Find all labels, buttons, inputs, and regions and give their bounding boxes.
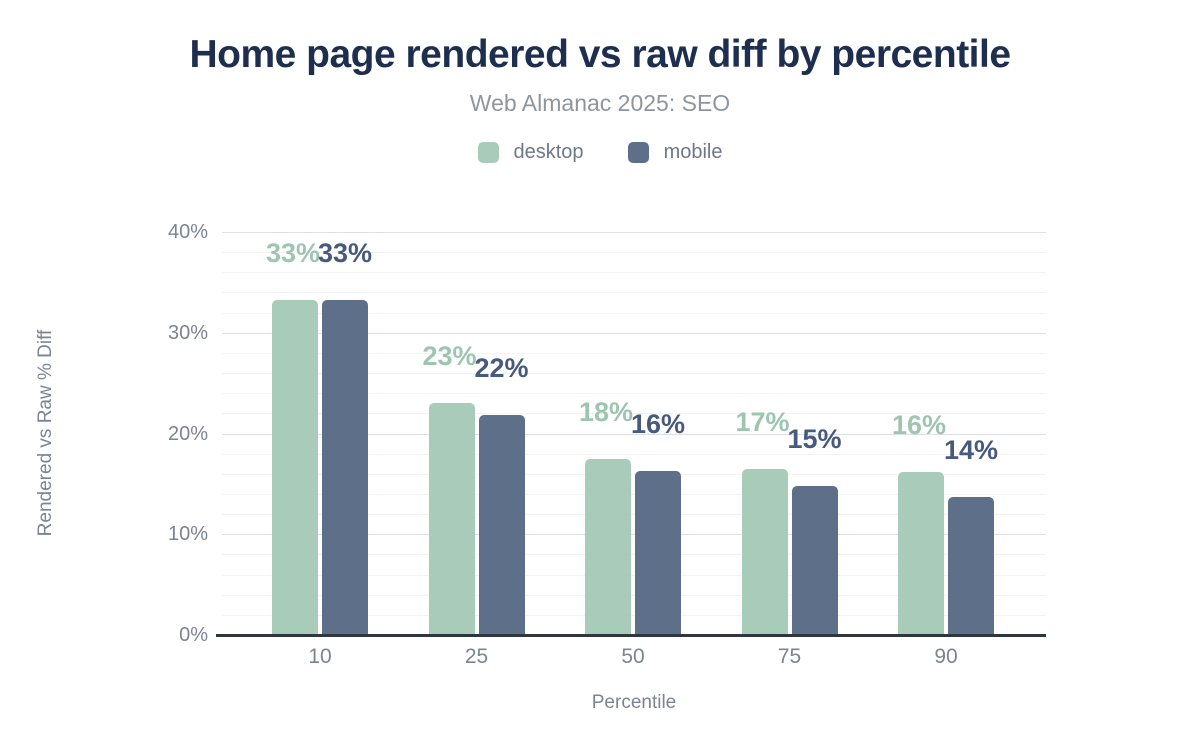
bar-mobile-p10[interactable]: [322, 299, 368, 635]
minor-gridline-24: [222, 393, 1046, 395]
x-axis-title: Percentile: [591, 692, 677, 713]
minor-gridline-14: [222, 493, 1046, 495]
x-axis-line: [216, 633, 1046, 637]
major-gridline-30: [222, 332, 1046, 334]
legend-label: desktop: [513, 141, 584, 163]
bar-desktop-p25[interactable]: [428, 403, 475, 635]
x-tick-label-p10: 10: [308, 645, 332, 668]
y-tick-label: 10%: [167, 523, 208, 546]
bar-value-label-mobile-p25: 22%: [474, 353, 529, 384]
legend-item-desktop: desktop: [477, 141, 584, 164]
minor-gridline-36: [222, 272, 1046, 274]
major-gridline-40: [222, 232, 1046, 233]
bar-value-label-desktop-p90: 16%: [891, 409, 947, 440]
y-tick-label: 40%: [167, 221, 208, 243]
x-tick-label-p90: 90: [934, 645, 958, 668]
bar-value-label-mobile-p10: 33%: [317, 237, 373, 268]
bar-desktop-p90[interactable]: [898, 471, 944, 635]
chart-legend: desktop mobile: [0, 141, 1200, 164]
bar-value-label-mobile-p75: 15%: [787, 423, 842, 454]
x-tick-label-p50: 50: [621, 645, 645, 668]
bar-desktop-p75[interactable]: [741, 468, 788, 635]
minor-gridline-6: [222, 574, 1046, 576]
minor-gridline-38: [222, 252, 1046, 254]
bar-desktop-p50[interactable]: [585, 458, 631, 635]
minor-gridline-26: [222, 373, 1046, 375]
major-gridline-20: [222, 433, 1046, 435]
bar-mobile-p25[interactable]: [478, 415, 525, 635]
major-gridline-10: [222, 534, 1046, 536]
bar-mobile-p75[interactable]: [791, 485, 838, 635]
minor-gridline-28: [222, 352, 1046, 354]
x-tick-label-p25: 25: [464, 645, 489, 668]
minor-gridline-8: [222, 554, 1046, 556]
minor-gridline-16: [222, 473, 1046, 475]
bar-mobile-p90[interactable]: [948, 496, 994, 635]
minor-gridline-4: [222, 594, 1046, 596]
minor-gridline-18: [222, 453, 1046, 455]
bar-value-label-desktop-p50: 18%: [578, 396, 634, 427]
bar-value-label-desktop-p75: 17%: [735, 406, 790, 437]
chart-subtitle: Web Almanac 2025: SEO: [469, 90, 731, 116]
bar-mobile-p50[interactable]: [635, 470, 681, 635]
bar-value-label-desktop-p25: 23%: [422, 341, 477, 372]
y-tick-label: 30%: [167, 321, 208, 344]
minor-gridline-2: [222, 614, 1046, 616]
y-tick-label: 20%: [167, 422, 208, 445]
minor-gridline-22: [222, 413, 1046, 415]
minor-gridline-12: [222, 514, 1046, 516]
chart-title: Home page rendered vs raw diff by percen…: [189, 33, 1011, 76]
y-axis-title: Rendered vs Raw % Diff: [35, 329, 56, 537]
bar-desktop-p10[interactable]: [272, 299, 318, 635]
legend-swatch-mobile: [627, 142, 649, 163]
x-tick-label-p75: 75: [777, 645, 802, 668]
minor-gridline-34: [222, 292, 1046, 294]
bar-value-label-desktop-p10: 33%: [265, 237, 321, 268]
bar-value-label-mobile-p50: 16%: [630, 408, 686, 439]
legend-label: mobile: [663, 141, 723, 163]
legend-swatch-desktop: [477, 142, 499, 163]
legend-item-mobile: mobile: [627, 141, 723, 164]
minor-gridline-32: [222, 312, 1046, 314]
y-tick-label: 0%: [179, 624, 208, 646]
bar-value-label-mobile-p90: 14%: [943, 434, 999, 465]
